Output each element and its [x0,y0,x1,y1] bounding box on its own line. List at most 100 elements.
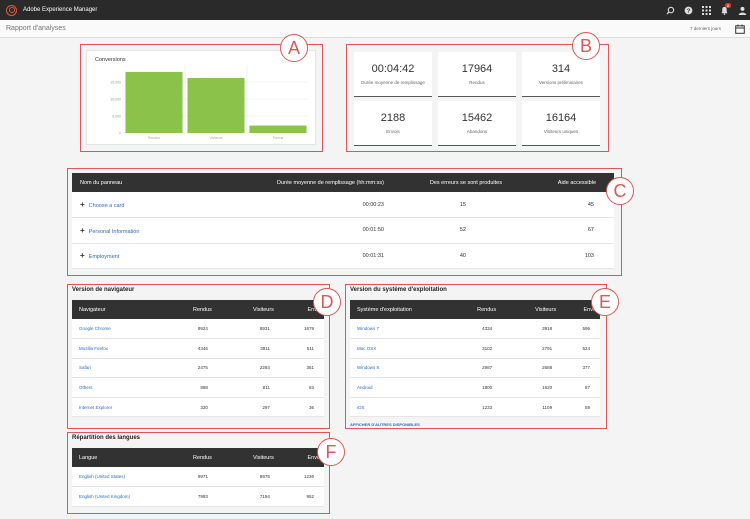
os-table-row[interactable]: Mac OSX 3102 2791 524 [350,338,600,359]
bar-visiteurs[interactable] [187,78,245,133]
x-tick-label: Rendus [148,136,160,140]
panel-errors-cell: 40 [402,243,520,269]
os-value-cell: 3918 [506,319,567,340]
y-tick-label: 5,000 [112,115,121,119]
panel-name-cell: + Personal Information [72,217,252,244]
os-value-cell: 2688 [506,358,567,379]
expand-plus-icon[interactable]: + [80,200,85,209]
annotation-box-f [67,432,330,514]
panels-table-row[interactable]: + Employment 00:01:31 40 103 [72,243,614,269]
os-name-link[interactable]: Mac OSX [350,338,450,359]
browsers-column-header: Visiteurs [221,300,284,319]
kpi-label: Versions préliminaires [538,80,584,85]
apps-grid-icon[interactable] [698,2,714,18]
os-name-link[interactable]: Windows 8 [350,358,450,379]
kpi-label: Visiteurs uniques [543,129,579,134]
os-column-header: Rendus [450,300,507,319]
browsers-name-link[interactable]: Others [72,377,164,398]
language-table: Langue Rendus Visiteurs Envois English (Unit… [72,448,324,507]
languages-value-cell: 952 [283,486,324,507]
browsers-name-link[interactable]: Google Chrome [72,319,164,340]
annotation-box-c [67,168,622,276]
languages-value-cell: 1236 [283,467,324,488]
os-table: Système d'exploitation Rendus Visiteurs Env… [350,300,600,418]
languages-table-row[interactable]: English (United Kingdom) 7993 7194 952 [72,486,324,507]
help-icon[interactable]: ? [680,2,696,18]
panels-column-header: Des erreurs se sont produites [402,173,520,192]
marker-b: B [572,32,600,60]
panel-name-link[interactable]: Employment [88,254,120,261]
browsers-name-link[interactable]: Safari [72,358,164,379]
os-name-link[interactable]: iOS [350,397,450,418]
notifications-bell-icon[interactable]: 8 [716,2,732,18]
browsers-name-link[interactable]: Mozilla Firefox [72,338,164,359]
calendar-icon[interactable] [735,24,745,34]
panel-name-cell: + Choose a card [72,192,252,218]
kpi-card: 2188 Envois [354,101,432,146]
kpi-card: 314 Versions préliminaires [522,52,600,97]
browsers-header-row: NavigateurRendusVisiteursEnvois [72,300,324,319]
date-range-label[interactable]: 7 derniers jours [690,26,722,31]
annotation-box-a [80,44,323,152]
bar-rendus[interactable] [125,71,183,133]
browsers-column-header: Navigateur [72,300,164,319]
os-column-header: Visiteurs [506,300,567,319]
kpi-value: 15462 [461,112,493,124]
browsers-table-row[interactable]: Mozilla Firefox 4346 3911 511 [72,338,324,359]
browsers-table-row[interactable]: Internet Explorer 320 297 36 [72,397,324,418]
expand-plus-icon[interactable]: + [80,251,85,261]
os-table-row[interactable]: Windows 8 2987 2688 377 [350,358,600,379]
show-more-link[interactable]: AFFICHER D'AUTRES DISPONIBLES [350,422,420,427]
os-value-cell: 377 [566,358,600,379]
y-tick-label: 10,000 [110,98,121,102]
x-tick-label: Visiteurs [209,136,223,140]
expand-plus-icon[interactable]: + [80,225,85,235]
panels-table-row[interactable]: + Personal Information 00:01:50 52 67 [72,217,614,244]
kpi-label: Envois [386,129,400,134]
browsers-column-header: Rendus [164,300,222,319]
languages-table-row[interactable]: English (United States) 9971 8975 1236 [72,467,324,488]
chart-title: Conversions [95,57,126,63]
panel-name-link[interactable]: Choose a card [88,203,125,209]
languages-name-link[interactable]: English (United Kingdom) [72,486,164,507]
y-tick-label: 0 [119,132,121,136]
os-name-link[interactable]: Windows 7 [350,319,450,340]
languages-name-link[interactable]: English (United States) [72,467,164,488]
x-tick-label: Envois [273,136,284,140]
adobe-logo-icon[interactable] [6,4,17,16]
browsers-table-row[interactable]: Safari 2475 2284 361 [72,358,324,379]
marker-f: F [317,438,345,466]
browsers-table-row[interactable]: Others 898 811 83 [72,377,324,398]
browsers-table-row[interactable]: Google Chrome 9924 8931 1679 [72,319,324,340]
search-icon[interactable] [662,2,678,18]
user-avatar-icon[interactable] [734,2,750,18]
browsers-value-cell: 36 [283,397,324,418]
browsers-value-cell: 511 [283,338,324,359]
panel-errors-cell: 52 [402,217,520,244]
os-table-row[interactable]: Android 1800 1620 87 [350,377,600,398]
panel-duration-cell: 00:01:31 [252,243,402,269]
annotation-box-b [346,44,609,152]
kpi-card: 16164 Visiteurs uniques [522,101,600,146]
languages-column-header: Envois [283,448,324,467]
os-name-link[interactable]: Android [350,377,450,398]
browsers-value-cell: 9924 [164,319,222,340]
kpi-card: 00:04:42 Durée moyenne de remplissage [354,52,432,97]
panel-name-link[interactable]: Personal Information [88,228,140,235]
os-table-row[interactable]: iOS 1233 1109 59 [350,397,600,418]
kpi-card: 15462 Abandons [438,101,516,146]
browsers-value-cell: 2475 [164,358,222,379]
bar-envois[interactable] [249,125,307,133]
os-section-title: Version du système d'exploitation [350,287,447,293]
panel-errors-cell: 15 [402,192,520,218]
browsers-value-cell: 1679 [283,319,324,340]
panels-table-row[interactable]: + Choose a card 00:00:23 15 45 [72,192,614,218]
browsers-value-cell: 361 [283,358,324,379]
top-icons: ? 8 [660,0,750,20]
os-table-row[interactable]: Windows 7 4334 3918 596 [350,319,600,340]
browsers-name-link[interactable]: Internet Explorer [72,397,164,418]
language-section-title: Répartition des langues [72,435,141,441]
svg-text:?: ? [686,8,690,14]
languages-value-cell: 7993 [164,486,222,507]
os-value-cell: 87 [566,377,600,398]
